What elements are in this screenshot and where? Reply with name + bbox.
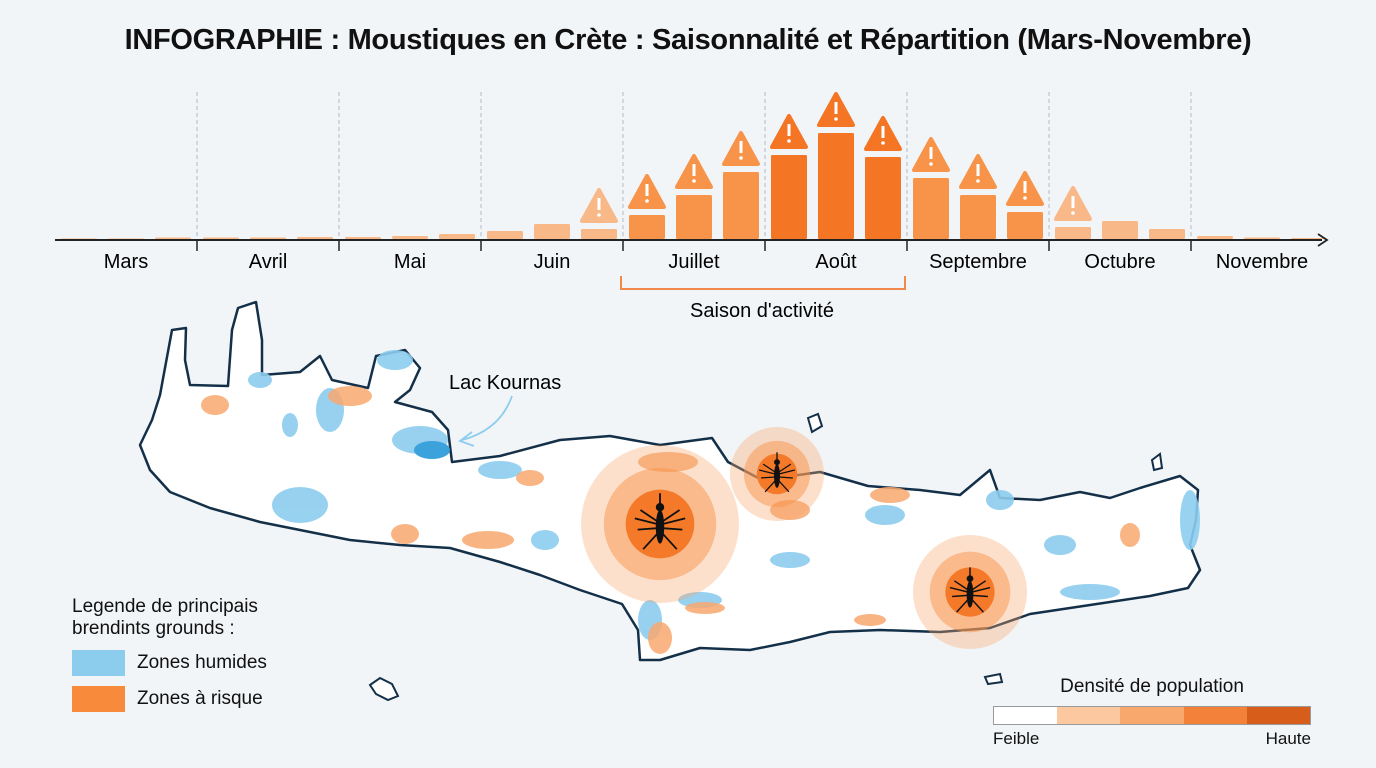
seasonality-bar-chart: Mars Avril Mai Juin Juillet Août Septembre Octu… xyxy=(55,92,1329,322)
bar-juillet-3 xyxy=(723,172,759,239)
mosquito-hotspot xyxy=(913,535,1027,649)
warning-icon xyxy=(628,174,666,209)
month-label: Septembre xyxy=(929,251,1027,273)
month-label: Mars xyxy=(104,251,148,273)
islet xyxy=(983,672,1004,686)
islet xyxy=(368,676,400,702)
islet xyxy=(806,412,824,434)
x-axis-arrow-icon xyxy=(1317,233,1329,247)
mosquito-hotspot xyxy=(730,427,824,521)
page-title: INFOGRAPHIE : Moustiques en Crète : Sais… xyxy=(124,24,1252,56)
warning-icon xyxy=(959,154,997,189)
mosquito-hotspot xyxy=(581,445,739,603)
legend-label: Zones à risque xyxy=(137,688,263,709)
lake-label: Lac Kournas xyxy=(449,372,561,394)
bar-mai-2 xyxy=(392,236,428,239)
density-scale: Densité de population Feible Haute xyxy=(993,676,1311,749)
risk-zones xyxy=(201,386,1140,654)
density-step xyxy=(1057,707,1121,724)
bar-novembre-3 xyxy=(1291,238,1327,239)
bar-novembre-1 xyxy=(1197,236,1233,239)
bar-octubre-2 xyxy=(1102,221,1138,239)
bar-juin-3 xyxy=(581,229,617,239)
bar-juillet-2 xyxy=(676,195,712,239)
density-title: Densité de population xyxy=(1060,676,1244,697)
bar-avril-2 xyxy=(250,237,286,239)
warning-icon xyxy=(580,188,618,223)
warning-icon xyxy=(1006,171,1044,206)
mosquito-icon xyxy=(949,567,991,613)
bar-octubre-1 xyxy=(1055,227,1091,239)
map-legend: Legende de principais brendints grounds … xyxy=(72,596,312,712)
mosquito-icon xyxy=(759,452,795,493)
warning-icon xyxy=(675,154,713,189)
warning-icon xyxy=(864,116,902,151)
bar-août-3 xyxy=(865,157,901,239)
bar-mai-3 xyxy=(439,234,475,239)
warning-icon xyxy=(722,131,760,166)
bar-avril-1 xyxy=(203,237,239,239)
density-gradient xyxy=(993,706,1311,725)
warning-icon xyxy=(1054,186,1092,221)
density-step xyxy=(1246,707,1311,724)
mosquito-icon xyxy=(634,493,686,550)
lake-arrow xyxy=(461,395,513,441)
warning-icon xyxy=(912,137,950,172)
bar-août-1 xyxy=(771,155,807,239)
bar-mai-1 xyxy=(345,237,381,239)
season-bracket xyxy=(620,276,906,290)
bar-septembre-2 xyxy=(960,195,996,239)
month-label: Août xyxy=(815,251,857,273)
bar-juin-1 xyxy=(487,231,523,239)
density-low-label: Feible xyxy=(993,729,1040,748)
islet xyxy=(1150,452,1164,472)
month-label: Juin xyxy=(534,251,571,273)
lake-kournas xyxy=(414,441,450,459)
season-label: Saison d'activité xyxy=(690,300,834,322)
month-label: Octubre xyxy=(1084,251,1155,273)
bar-octubre-3 xyxy=(1149,229,1185,239)
bar-septembre-1 xyxy=(913,178,949,239)
density-high-label: Haute xyxy=(1265,729,1311,748)
bar-avril-3 xyxy=(297,237,333,239)
bar-septembre-3 xyxy=(1007,212,1043,239)
wetland-zones xyxy=(248,350,1200,640)
bar-mars-3 xyxy=(155,237,191,239)
month-label: Mai xyxy=(394,251,426,273)
month-label: Avril xyxy=(249,251,288,273)
density-step xyxy=(994,707,1058,724)
lake-arrow-head-icon xyxy=(458,431,475,447)
bar-novembre-2 xyxy=(1244,237,1280,239)
month-label: Novembre xyxy=(1216,251,1308,273)
warning-icon xyxy=(770,114,808,149)
bar-juillet-1 xyxy=(629,215,665,239)
legend-label: Zones humides xyxy=(137,652,267,673)
density-step xyxy=(1120,707,1184,724)
legend-swatch-risk xyxy=(72,686,125,712)
legend-item-wetlands: Zones humides xyxy=(72,650,312,676)
bar-août-2 xyxy=(818,133,854,239)
legend-title: Legende de principais brendints grounds … xyxy=(72,596,258,639)
legend-item-risk: Zones à risque xyxy=(72,686,312,712)
warning-icon xyxy=(817,92,855,127)
legend-swatch-wetlands xyxy=(72,650,125,676)
bar-juin-2 xyxy=(534,224,570,239)
month-label: Juillet xyxy=(668,251,720,273)
density-step xyxy=(1183,707,1247,724)
